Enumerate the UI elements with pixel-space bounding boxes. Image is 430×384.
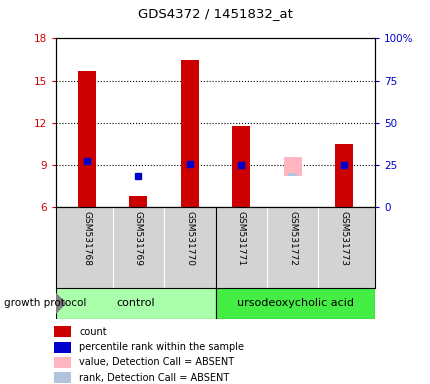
Text: GSM531768: GSM531768 xyxy=(82,211,91,266)
Text: value, Detection Call = ABSENT: value, Detection Call = ABSENT xyxy=(79,358,233,367)
Text: percentile rank within the sample: percentile rank within the sample xyxy=(79,342,243,352)
Bar xyxy=(129,196,147,207)
Text: growth protocol: growth protocol xyxy=(4,298,86,308)
Text: GSM531770: GSM531770 xyxy=(185,211,194,266)
Bar xyxy=(56,288,215,319)
Bar xyxy=(335,144,352,207)
Text: GSM531772: GSM531772 xyxy=(288,211,296,266)
Bar xyxy=(54,342,71,353)
Bar xyxy=(78,71,96,207)
Bar xyxy=(288,173,296,176)
FancyArrow shape xyxy=(55,293,65,314)
Bar xyxy=(54,357,71,368)
Text: GSM531771: GSM531771 xyxy=(236,211,245,266)
Bar xyxy=(215,288,374,319)
Bar xyxy=(54,326,71,337)
Bar xyxy=(54,372,71,383)
Text: GSM531773: GSM531773 xyxy=(339,211,348,266)
Text: GDS4372 / 1451832_at: GDS4372 / 1451832_at xyxy=(138,7,292,20)
Bar xyxy=(232,126,250,207)
Text: ursodeoxycholic acid: ursodeoxycholic acid xyxy=(236,298,353,308)
Bar xyxy=(283,157,301,176)
Text: rank, Detection Call = ABSENT: rank, Detection Call = ABSENT xyxy=(79,373,229,383)
Bar xyxy=(180,60,198,207)
Text: GSM531769: GSM531769 xyxy=(134,211,142,266)
Text: control: control xyxy=(116,298,155,308)
Text: count: count xyxy=(79,327,107,337)
